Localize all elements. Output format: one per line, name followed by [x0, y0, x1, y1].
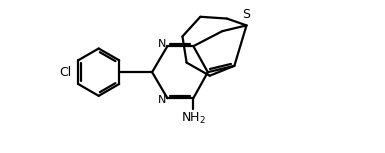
- Text: N: N: [157, 95, 166, 105]
- Text: S: S: [243, 8, 251, 21]
- Text: N: N: [157, 39, 166, 49]
- Text: Cl: Cl: [59, 66, 72, 79]
- Text: NH$_2$: NH$_2$: [181, 111, 206, 126]
